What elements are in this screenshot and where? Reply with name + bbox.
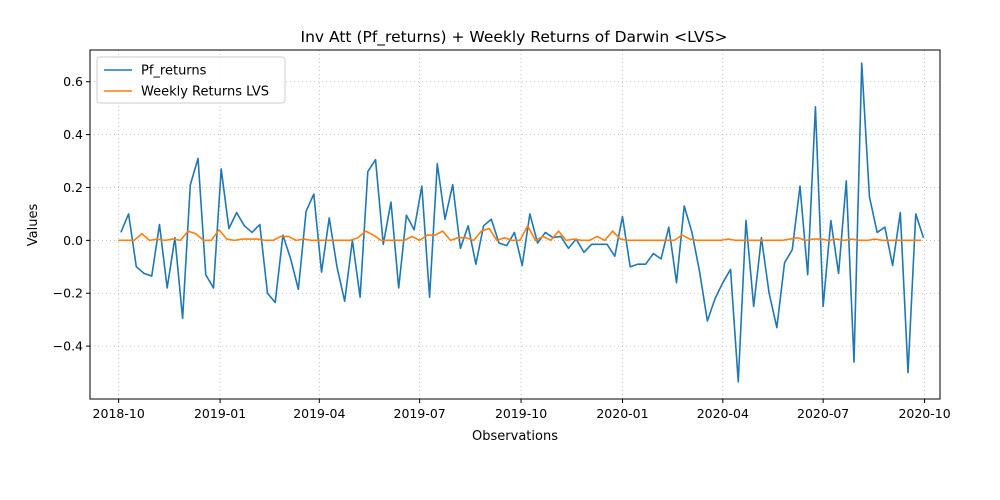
y-axis-label: Values <box>26 204 41 247</box>
y-tick-label: −0.4 <box>53 339 83 354</box>
x-tick-label: 2018-10 <box>93 406 145 421</box>
x-tick-label: 2020-07 <box>797 406 849 421</box>
series-line-weekly-returns-lvs <box>118 225 922 242</box>
x-tick-label: 2019-07 <box>394 406 446 421</box>
y-tick-label: −0.2 <box>53 286 83 301</box>
y-tick-label: 0.2 <box>63 180 83 195</box>
x-tick-label: 2019-10 <box>495 406 547 421</box>
grid <box>90 50 940 399</box>
legend-label: Weekly Returns LVS <box>141 85 269 100</box>
y-tick-label: 0.4 <box>63 127 83 142</box>
y-tick-label: 0.0 <box>63 233 83 248</box>
plot-frame <box>89 49 941 400</box>
x-tick-label: 2020-04 <box>697 406 749 421</box>
legend-label: Pf_returns <box>141 64 207 79</box>
series-layer <box>118 62 925 383</box>
series-line-pf-returns <box>120 62 925 383</box>
x-tick-label: 2019-01 <box>194 406 246 421</box>
legend: Pf_returns Weekly Returns LVS <box>96 56 286 104</box>
x-axis-label: Observations <box>472 429 558 444</box>
x-tick-label: 2020-01 <box>596 406 648 421</box>
axes: 2018-10 2019-01 2019-04 2019-07 2019-10 2020-… <box>53 74 951 421</box>
y-tick-label: 0.6 <box>63 74 83 89</box>
chart-title: Inv Att (Pf_returns) + Weekly Returns of… <box>301 28 728 47</box>
x-tick-label: 2019-04 <box>293 406 345 421</box>
legend-box <box>96 56 286 104</box>
x-tick-label: 2020-10 <box>898 406 950 421</box>
